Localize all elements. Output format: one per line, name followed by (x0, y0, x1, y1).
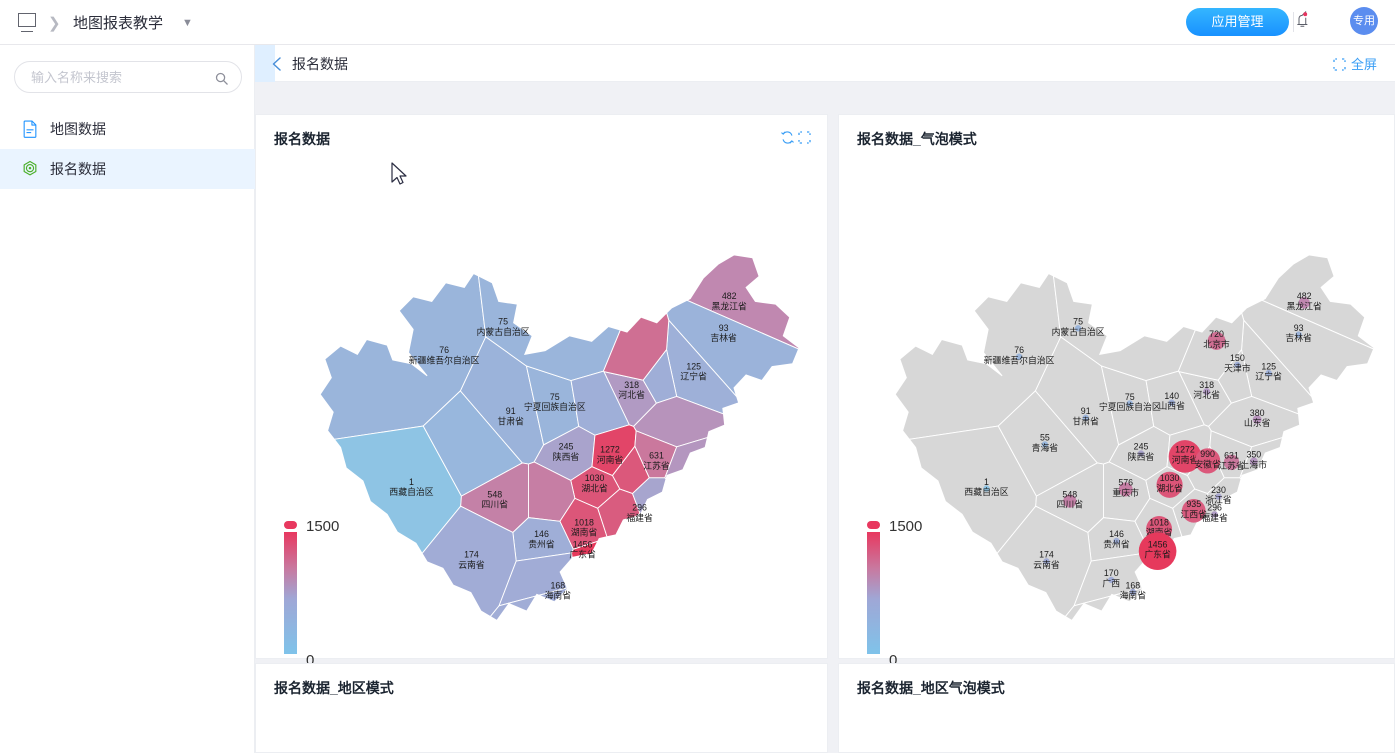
svg-text:陕西省: 陕西省 (553, 451, 580, 462)
svg-text:482: 482 (722, 291, 737, 301)
svg-text:150: 150 (1230, 353, 1245, 363)
svg-text:宁夏回族自治区: 宁夏回族自治区 (1099, 401, 1161, 412)
svg-text:296: 296 (1207, 503, 1222, 513)
svg-text:296: 296 (632, 503, 647, 513)
svg-text:四川省: 四川省 (1057, 499, 1084, 510)
svg-text:1456: 1456 (1148, 539, 1168, 549)
svg-text:174: 174 (464, 550, 479, 560)
svg-text:230: 230 (1211, 485, 1226, 495)
svg-text:1456: 1456 (573, 539, 593, 549)
svg-text:350: 350 (1246, 450, 1261, 460)
svg-text:天津市: 天津市 (1224, 362, 1251, 373)
svg-text:贵州省: 贵州省 (1103, 538, 1130, 549)
svg-text:75: 75 (550, 392, 560, 402)
svg-text:四川省: 四川省 (482, 499, 509, 510)
svg-text:170: 170 (1104, 568, 1119, 578)
svg-text:1272: 1272 (600, 445, 620, 455)
svg-text:1272: 1272 (1175, 445, 1195, 455)
svg-text:146: 146 (1109, 529, 1124, 539)
svg-text:黑龙江省: 黑龙江省 (712, 300, 747, 311)
svg-text:245: 245 (1134, 442, 1149, 452)
svg-text:广东省: 广东省 (1144, 549, 1171, 560)
svg-text:吉林省: 吉林省 (1285, 332, 1312, 343)
svg-text:91: 91 (1081, 406, 1091, 416)
svg-text:168: 168 (550, 580, 565, 590)
svg-text:江苏省: 江苏省 (643, 460, 670, 471)
svg-text:548: 548 (1062, 489, 1077, 499)
svg-text:76: 76 (439, 345, 449, 355)
svg-text:河南省: 河南省 (597, 454, 624, 465)
svg-text:125: 125 (686, 361, 701, 371)
svg-text:55: 55 (1040, 433, 1050, 443)
svg-text:内蒙古自治区: 内蒙古自治区 (1052, 326, 1105, 337)
svg-text:甘肃省: 甘肃省 (1072, 415, 1099, 426)
svg-text:174: 174 (1039, 550, 1054, 560)
svg-text:重庆市: 重庆市 (1112, 487, 1139, 498)
svg-text:辽宁省: 辽宁省 (1255, 371, 1282, 382)
svg-text:720: 720 (1209, 329, 1224, 339)
svg-text:75: 75 (498, 317, 508, 327)
svg-text:海南省: 海南省 (1120, 590, 1147, 601)
svg-text:548: 548 (487, 489, 502, 499)
svg-text:75: 75 (1073, 317, 1083, 327)
svg-text:935: 935 (1186, 499, 1201, 509)
svg-text:576: 576 (1118, 478, 1133, 488)
svg-text:甘肃省: 甘肃省 (497, 415, 524, 426)
svg-text:631: 631 (649, 451, 664, 461)
svg-text:福建省: 福建省 (1201, 512, 1228, 523)
svg-text:125: 125 (1261, 361, 1276, 371)
svg-text:河北省: 河北省 (618, 389, 645, 400)
svg-text:福建省: 福建省 (626, 512, 653, 523)
svg-text:168: 168 (1125, 580, 1140, 590)
svg-text:1018: 1018 (1149, 517, 1169, 527)
svg-text:380: 380 (1250, 408, 1265, 418)
svg-text:湖北省: 湖北省 (581, 482, 608, 493)
svg-text:91: 91 (506, 406, 516, 416)
svg-text:西藏自治区: 西藏自治区 (964, 486, 1008, 497)
svg-text:贵州省: 贵州省 (528, 538, 555, 549)
svg-text:上海市: 上海市 (1241, 459, 1268, 470)
svg-text:河北省: 河北省 (1193, 389, 1220, 400)
svg-text:辽宁省: 辽宁省 (680, 371, 707, 382)
svg-text:北京市: 北京市 (1203, 338, 1230, 349)
svg-text:山东省: 山东省 (1244, 417, 1271, 428)
svg-text:140: 140 (1164, 391, 1179, 401)
svg-text:新疆维吾尔自治区: 新疆维吾尔自治区 (984, 354, 1055, 365)
svg-text:75: 75 (1125, 392, 1135, 402)
svg-text:陕西省: 陕西省 (1128, 451, 1155, 462)
svg-text:631: 631 (1224, 451, 1239, 461)
svg-text:湖北省: 湖北省 (1156, 482, 1183, 493)
svg-text:广东省: 广东省 (569, 549, 596, 560)
svg-text:76: 76 (1014, 345, 1024, 355)
svg-text:482: 482 (1297, 291, 1312, 301)
svg-text:1030: 1030 (585, 473, 605, 483)
svg-text:湖南省: 湖南省 (571, 527, 598, 538)
svg-text:93: 93 (719, 323, 729, 333)
svg-text:青海省: 青海省 (1032, 442, 1059, 453)
svg-text:西藏自治区: 西藏自治区 (389, 486, 433, 497)
svg-text:新疆维吾尔自治区: 新疆维吾尔自治区 (409, 354, 480, 365)
svg-text:广西: 广西 (1102, 577, 1120, 588)
svg-text:245: 245 (559, 442, 574, 452)
svg-text:内蒙古自治区: 内蒙古自治区 (477, 326, 530, 337)
svg-text:146: 146 (534, 529, 549, 539)
svg-text:318: 318 (1199, 380, 1214, 390)
svg-text:1: 1 (409, 477, 414, 487)
svg-text:海南省: 海南省 (545, 590, 572, 601)
svg-text:宁夏回族自治区: 宁夏回族自治区 (524, 401, 586, 412)
svg-text:318: 318 (624, 380, 639, 390)
svg-text:1030: 1030 (1160, 473, 1180, 483)
svg-text:990: 990 (1200, 449, 1215, 459)
svg-text:安徽省: 安徽省 (1194, 458, 1221, 469)
svg-text:1018: 1018 (574, 517, 594, 527)
svg-text:山西省: 山西省 (1158, 400, 1185, 411)
svg-text:1: 1 (984, 477, 989, 487)
svg-text:云南省: 云南省 (458, 559, 485, 570)
svg-text:93: 93 (1294, 323, 1304, 333)
svg-text:云南省: 云南省 (1033, 559, 1060, 570)
svg-text:吉林省: 吉林省 (710, 332, 737, 343)
svg-text:黑龙江省: 黑龙江省 (1287, 300, 1322, 311)
